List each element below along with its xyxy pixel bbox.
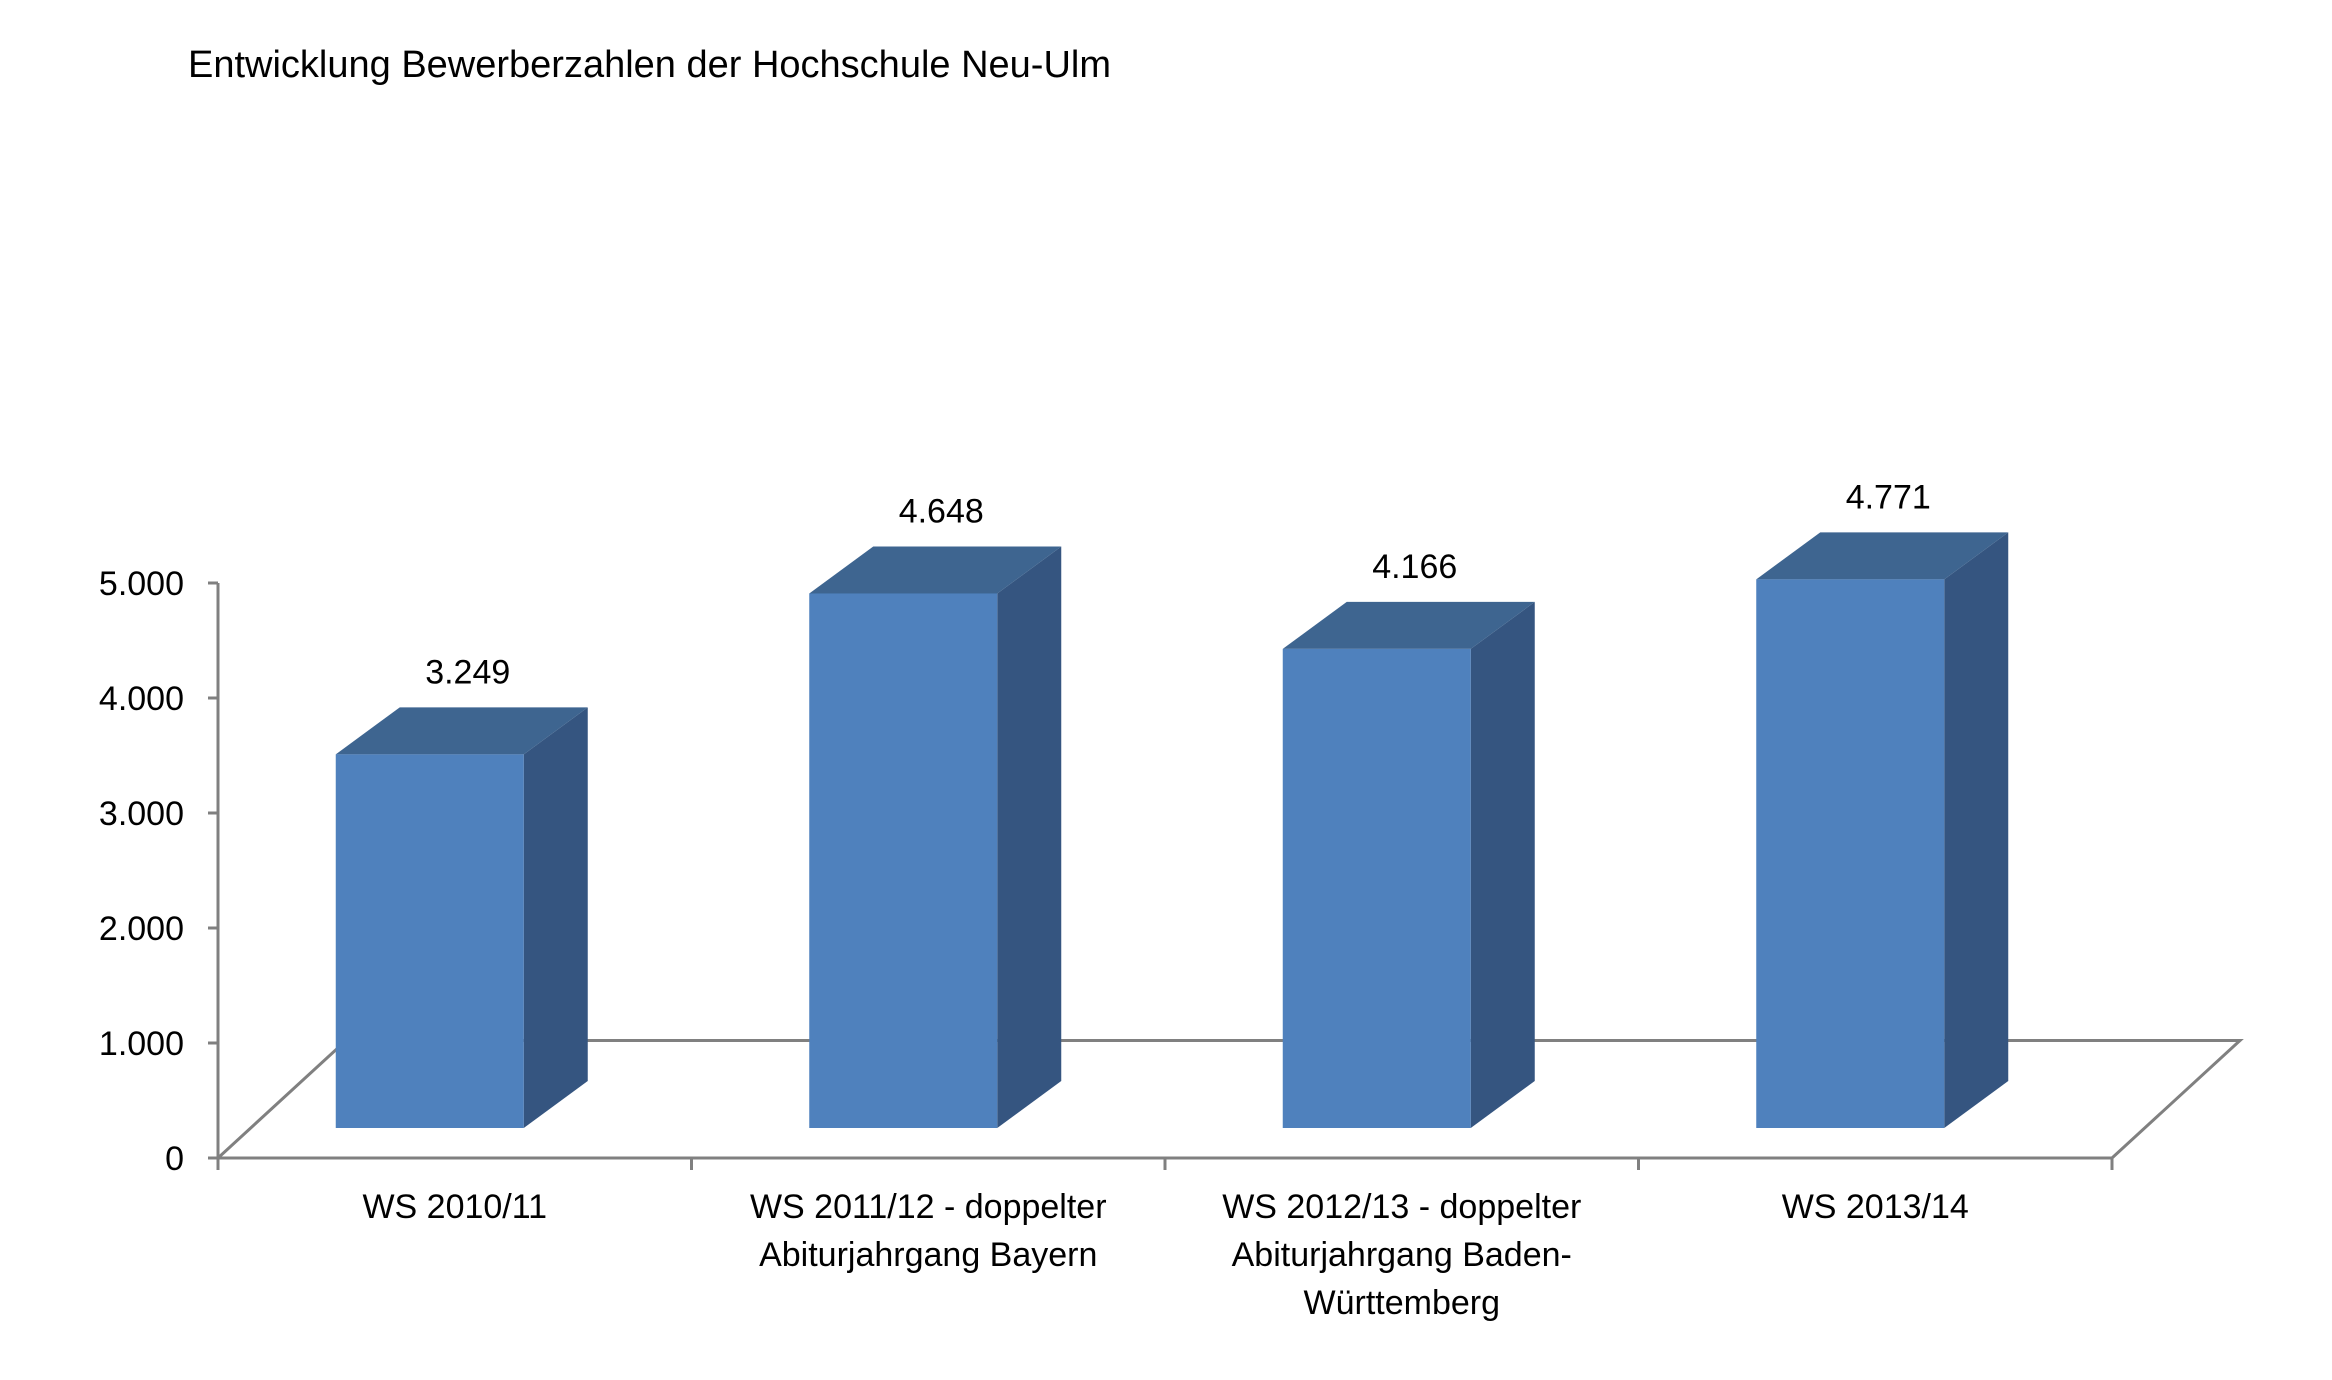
bar-front-face (335, 754, 524, 1128)
x-tick-label: WS 2013/14 (1782, 1188, 1969, 1226)
chart-labels: 3.249 WS 2010/11 4.648 WS 2011/12 - doppelt… (362, 478, 1968, 1322)
bar-top-face (1756, 532, 2009, 580)
y-tick-label: 2.000 (99, 910, 184, 948)
x-tick-label-line: WS 2010/11 (362, 1188, 547, 1226)
bar-front-face (1756, 579, 1945, 1128)
x-tick-label: WS 2012/13 - doppelter Abiturjahrgang Bad… (1222, 1188, 1581, 1322)
chart-axes: 0 1.000 2.000 3.000 4.000 5.000 (99, 565, 2114, 1178)
bar (1282, 601, 1535, 1128)
bar (809, 546, 1062, 1128)
bar-top-face (809, 546, 1062, 594)
y-tick-label: 5.000 (99, 565, 184, 603)
bar-top-face (1282, 601, 1535, 649)
data-label: 4.166 (1372, 548, 1457, 586)
y-tick-label: 0 (165, 1140, 184, 1178)
data-label: 4.648 (899, 492, 984, 530)
x-tick-label-line: WS 2011/12 - doppelter (750, 1188, 1107, 1226)
bar-top-face (335, 707, 588, 755)
y-tick-label: 3.000 (99, 795, 184, 833)
x-tick-label-line: WS 2013/14 (1782, 1188, 1969, 1226)
x-tick-label-line: Abiturjahrgang Baden- (1232, 1236, 1572, 1274)
x-tick-label-line: Abiturjahrgang Bayern (759, 1236, 1097, 1274)
y-tick-label: 1.000 (99, 1025, 184, 1063)
x-tick-label-line: Württemberg (1304, 1284, 1501, 1322)
x-tick-label: WS 2011/12 - doppelter Abiturjahrgang Bay… (750, 1188, 1107, 1274)
bar-side-face (997, 546, 1062, 1128)
bar-side-face (1944, 532, 2009, 1128)
bar-front-face (1282, 648, 1471, 1128)
y-tick-label: 4.000 (99, 680, 184, 718)
bar-side-face (1470, 601, 1535, 1128)
x-tick-label: WS 2010/11 (362, 1188, 547, 1226)
chart-title: Entwicklung Bewerberzahlen der Hochschul… (188, 44, 1111, 86)
x-tick-label-line: WS 2012/13 - doppelter (1222, 1188, 1581, 1226)
bar (335, 707, 588, 1128)
bar-side-face (523, 707, 588, 1128)
data-label: 4.771 (1846, 478, 1931, 516)
data-label: 3.249 (425, 653, 510, 691)
bar-front-face (809, 593, 998, 1128)
chart-bars (335, 532, 2009, 1128)
bar (1756, 532, 2009, 1128)
